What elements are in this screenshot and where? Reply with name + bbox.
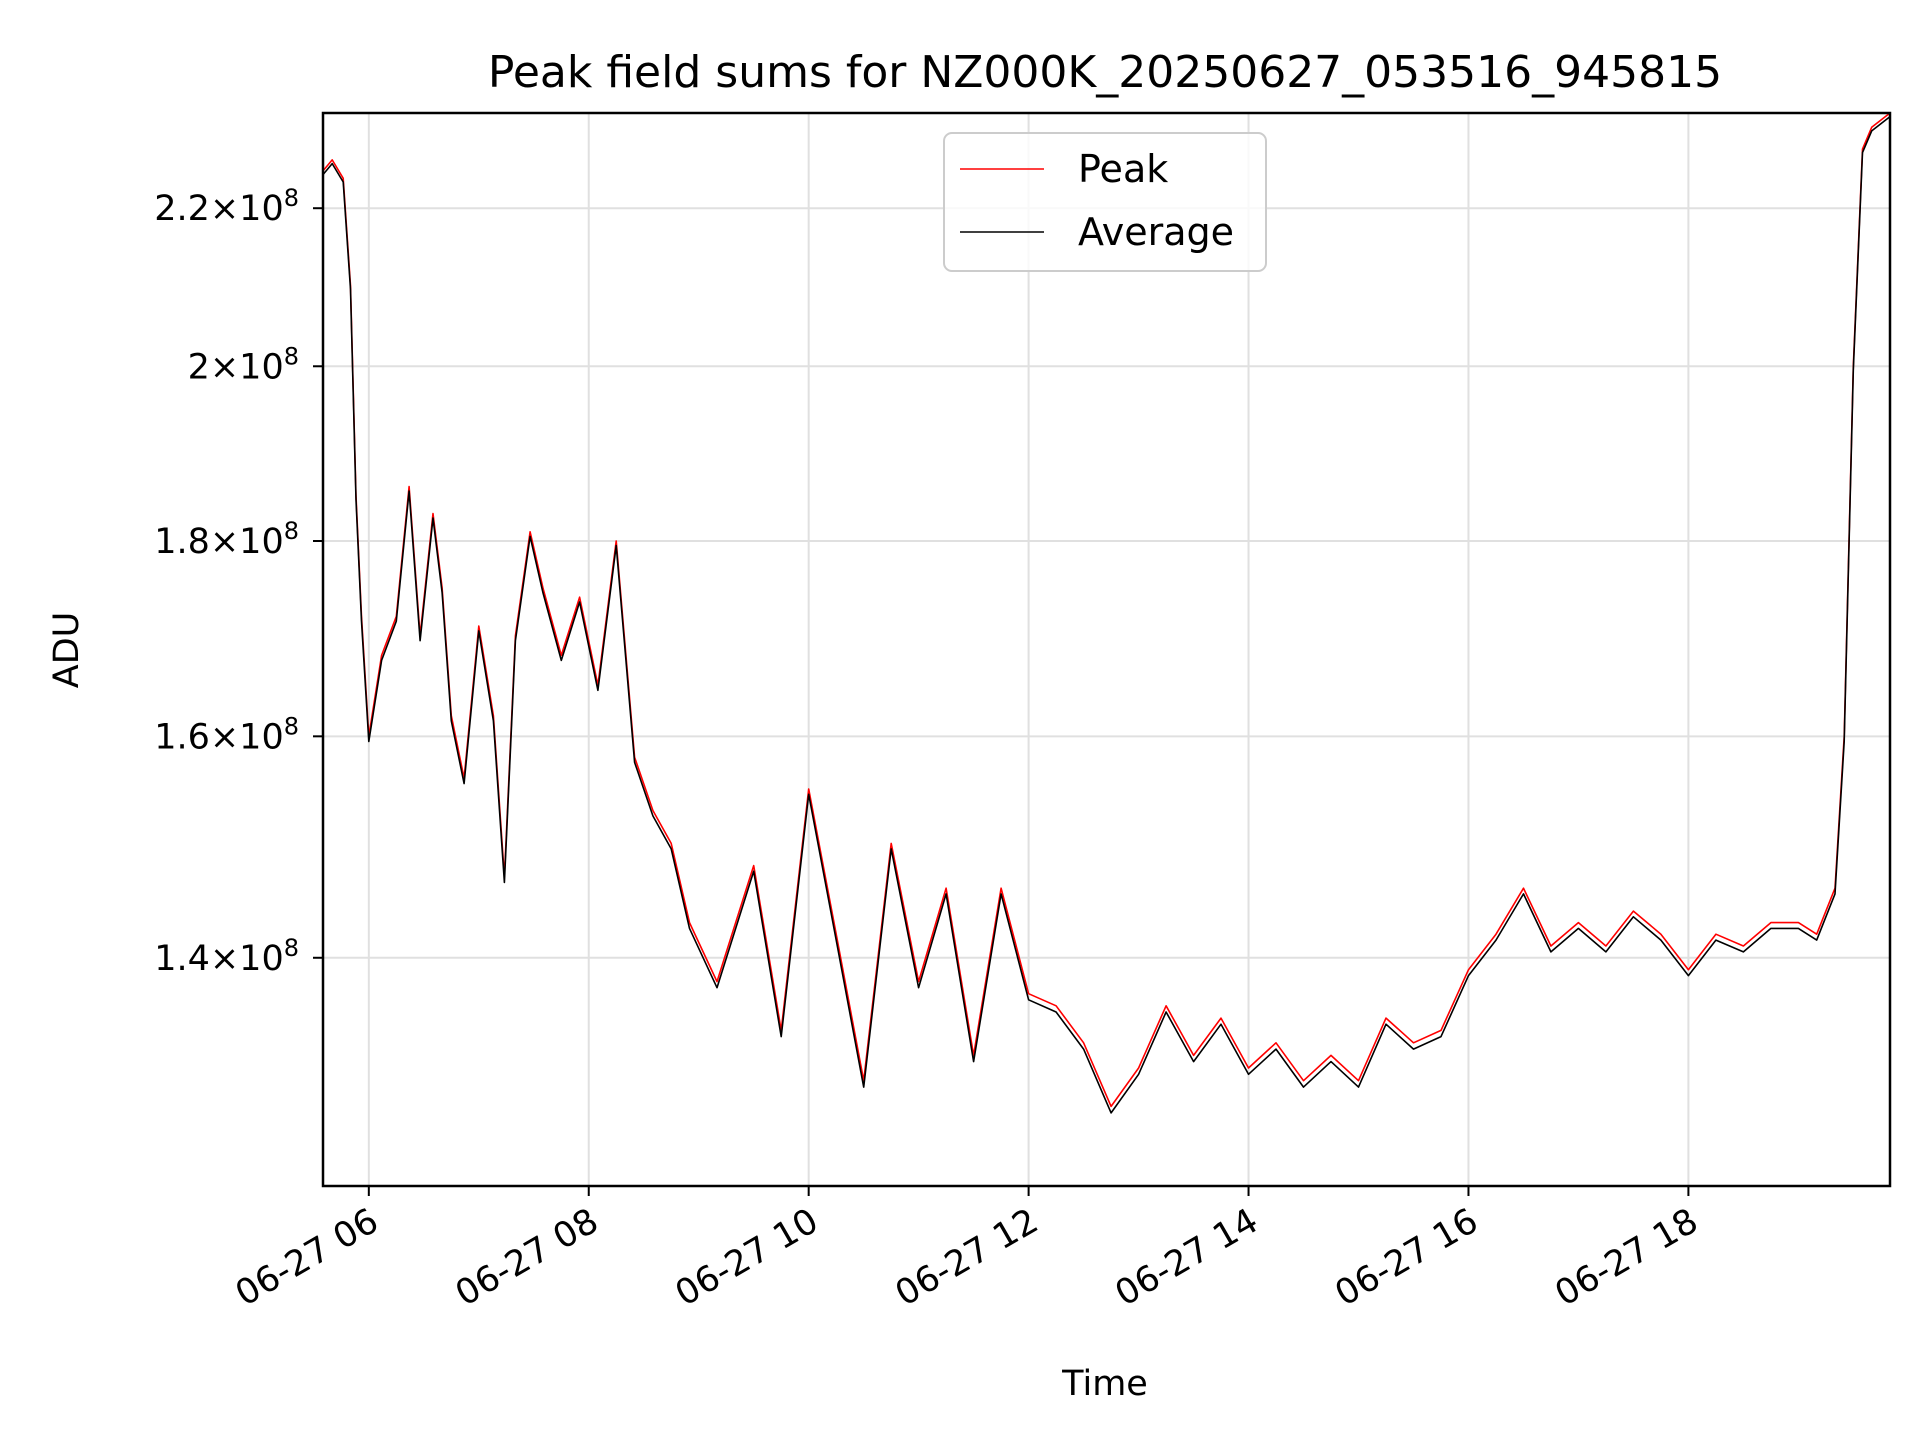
y-axis: 1.4×108 1.6×108 1.8×108 2×108 2.2×108	[154, 184, 323, 979]
legend-label-peak: Peak	[1078, 147, 1168, 191]
series-layer	[322, 112, 1891, 1114]
legend-box	[943, 132, 1267, 272]
chart-title: Peak field sums for NZ000K_20250627_0535…	[488, 47, 1722, 98]
legend: Peak Average	[943, 132, 1267, 272]
x-axis-label: Time	[1061, 1364, 1148, 1404]
y-tick-label: 1.4×108	[154, 934, 299, 979]
series-line-average	[322, 115, 1891, 1114]
y-tick-label: 2.2×108	[154, 184, 299, 229]
y-tick-label: 1.6×108	[154, 712, 299, 757]
plot-frame	[321, 111, 1892, 1188]
y-tick-label: 1.8×108	[154, 517, 299, 562]
y-grid	[323, 207, 1890, 959]
y-tick-label: 2×108	[188, 342, 299, 387]
legend-label-average: Average	[1078, 210, 1234, 254]
y-axis-label: ADU	[47, 612, 87, 689]
